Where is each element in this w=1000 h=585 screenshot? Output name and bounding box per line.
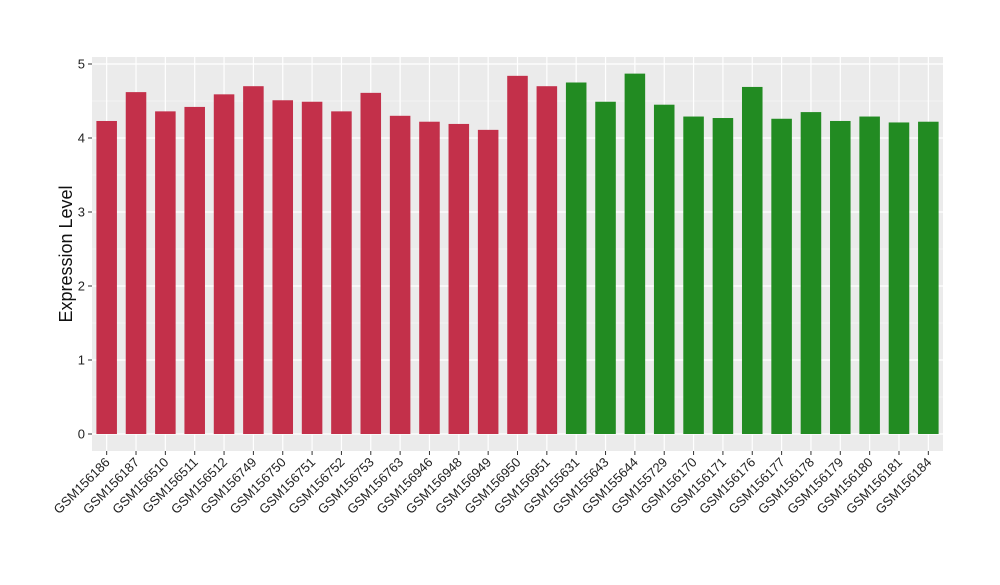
bar-GSM156187 (125, 92, 147, 435)
bar-GSM156181 (888, 122, 910, 435)
bar-GSM156186 (96, 120, 117, 434)
y-tick-label: 0 (78, 427, 85, 442)
bar-GSM156946 (419, 121, 440, 434)
bar-GSM155631 (565, 82, 587, 434)
bar-GSM156948 (448, 123, 470, 434)
y-tick-label: 3 (78, 205, 85, 220)
bar-GSM155644 (624, 73, 646, 435)
x-axis: GSM156186GSM156187GSM156510GSM156511GSM1… (51, 451, 934, 517)
y-tick-label: 1 (78, 353, 85, 368)
y-axis: 0 1 2 3 4 5 (78, 57, 92, 442)
bar-GSM156171 (712, 118, 734, 435)
bar-GSM156176 (741, 86, 763, 434)
bar-GSM156178 (800, 112, 822, 434)
y-tick-label: 5 (78, 57, 85, 72)
bar-GSM155729 (653, 104, 675, 434)
bar-GSM156184 (918, 121, 939, 434)
bar-GSM156949 (477, 129, 499, 435)
bar-GSM156750 (272, 100, 294, 434)
bar-GSM155643 (595, 101, 616, 435)
bars (96, 73, 939, 435)
bar-GSM156180 (859, 116, 880, 434)
bar-GSM156510 (155, 111, 176, 435)
bar-GSM156170 (683, 116, 704, 434)
bar-GSM156749 (243, 86, 264, 434)
bar-GSM156763 (389, 115, 411, 435)
bar-GSM156511 (184, 106, 205, 435)
bar-GSM156951 (536, 86, 558, 434)
y-tick-label: 4 (78, 131, 85, 146)
bar-GSM156177 (771, 118, 792, 434)
y-tick-label: 2 (78, 279, 85, 294)
bar-GSM156179 (830, 120, 851, 434)
bar-GSM156751 (301, 101, 323, 435)
y-axis-title: Expression Level (56, 185, 76, 322)
bar-GSM156950 (507, 75, 528, 434)
bar-GSM156752 (331, 111, 352, 435)
bar-GSM156753 (360, 92, 382, 435)
bar-GSM156512 (213, 94, 235, 434)
